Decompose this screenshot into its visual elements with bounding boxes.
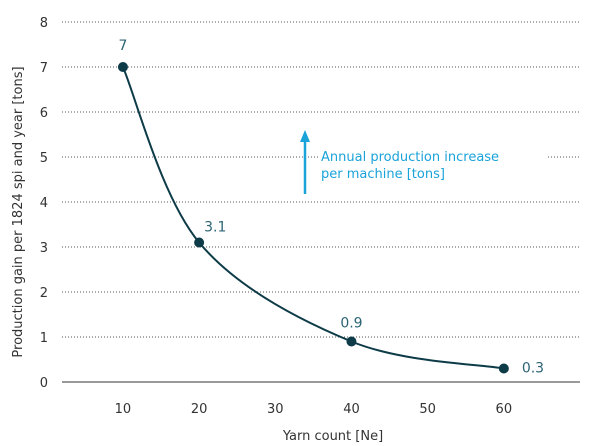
x-tick-label: 10: [115, 402, 132, 417]
data-labels: 7 3.1 0.9 0.3: [118, 38, 544, 377]
y-tick-label: 2: [40, 286, 48, 301]
series-curve: [122, 66, 504, 370]
x-tick-label: 30: [267, 402, 284, 417]
data-points: [117, 62, 509, 374]
y-tick-label: 8: [40, 16, 48, 31]
annotation-arrow-icon: [300, 130, 310, 142]
x-tick-label: 60: [496, 402, 513, 417]
y-tick-label: 1: [40, 331, 48, 346]
y-tick-label: 0: [40, 376, 48, 391]
annotation-line-2: per machine [tons]: [321, 167, 445, 182]
y-tick-label: 3: [40, 241, 48, 256]
data-label: 0.3: [522, 361, 544, 377]
data-label: 0.9: [340, 316, 362, 332]
data-label: 7: [118, 38, 127, 54]
y-axis-title: Production gain per 1824 spi and year [t…: [11, 66, 26, 357]
x-tick-labels: 10 20 30 40 50 60: [115, 402, 512, 417]
y-tick-label: 5: [40, 151, 48, 166]
data-label: 3.1: [204, 220, 226, 236]
y-tick-label: 6: [40, 106, 48, 121]
x-axis-title: Yarn count [Ne]: [282, 429, 383, 444]
y-tick-label: 7: [40, 61, 48, 76]
annotation-background: [318, 145, 548, 185]
data-point: [346, 336, 357, 347]
y-tick-labels: 0 1 2 3 4 5 6 7 8: [40, 16, 48, 391]
y-tick-label: 4: [40, 196, 48, 211]
annotation: Annual production increase per machine […: [300, 130, 548, 194]
x-tick-label: 40: [343, 402, 360, 417]
x-tick-label: 50: [419, 402, 436, 417]
data-point: [194, 237, 205, 248]
x-tick-label: 20: [191, 402, 208, 417]
annotation-line-1: Annual production increase: [321, 150, 499, 165]
data-point: [498, 363, 509, 374]
data-point: [117, 62, 128, 72]
